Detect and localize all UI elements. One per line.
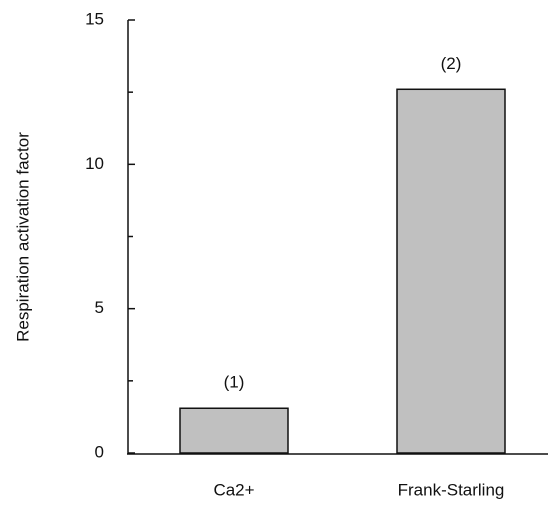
y-tick-label: 0 bbox=[95, 442, 104, 461]
x-tick-label: Ca2+ bbox=[213, 480, 254, 499]
y-tick-label: 10 bbox=[85, 154, 104, 173]
y-tick-label: 5 bbox=[95, 298, 104, 317]
y-tick-label: 15 bbox=[85, 9, 104, 28]
bar-annotation: (1) bbox=[224, 373, 245, 392]
bar-annotation: (2) bbox=[441, 54, 462, 73]
bar bbox=[396, 88, 506, 454]
y-axis-label: Respiration activation factor bbox=[13, 132, 32, 342]
bar bbox=[179, 407, 289, 454]
x-tick-label: Frank-Starling bbox=[398, 480, 505, 499]
